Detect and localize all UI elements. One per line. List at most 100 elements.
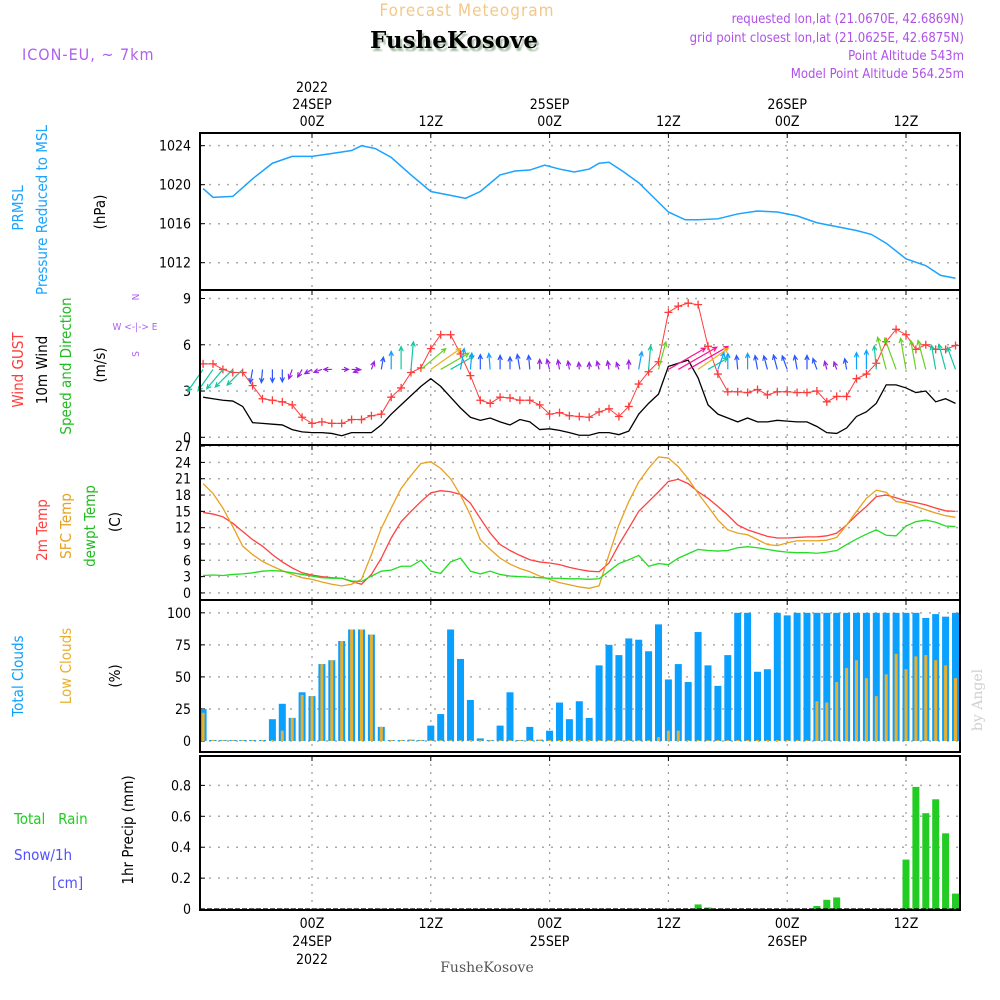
low-cloud-bar <box>805 739 809 741</box>
rain-bar <box>912 786 920 910</box>
wind-arrow-icon <box>908 339 917 370</box>
low-cloud-bar <box>211 739 215 741</box>
gust-marker <box>931 345 940 354</box>
low-cloud-bar <box>815 701 819 741</box>
gust-marker <box>664 308 673 317</box>
low-cloud-bar <box>221 739 225 741</box>
wind-arrow-icon <box>341 366 350 373</box>
model-label: ICON-EU, ~ 7km <box>22 45 155 64</box>
compass-south: S <box>131 351 142 357</box>
total-cloud-bar <box>754 671 761 741</box>
gust-marker <box>862 370 871 379</box>
wind-arrow-icon <box>842 357 849 370</box>
y-tick-label: 3 <box>183 570 191 586</box>
wind-arrow-icon <box>459 347 467 370</box>
total-cloud-bar <box>714 685 722 741</box>
low-cloud-bar <box>419 739 423 741</box>
wind-arrow-icon <box>883 336 897 370</box>
bottom-time-label: 00Z <box>537 916 562 932</box>
low-cloud-bar <box>706 739 710 741</box>
plot-area: 1012101610201024036903691215182124270255… <box>159 80 961 968</box>
low-cloud-bar <box>280 730 284 741</box>
y-tick-label: 0.6 <box>171 809 191 825</box>
wind-arrow-icon <box>398 345 404 370</box>
gust-marker <box>308 419 316 428</box>
gust-marker <box>763 390 772 399</box>
wind-arrow-icon <box>205 369 224 390</box>
y-tick-label: 1016 <box>159 217 191 233</box>
gust-marker <box>733 387 742 396</box>
y-tick-label: 0 <box>183 430 191 446</box>
rain-bar <box>694 904 702 910</box>
pressure-unit-label: (hPa) <box>91 195 109 230</box>
low-cloud-bar <box>369 634 373 741</box>
footer-station: FusheKosove <box>440 960 534 976</box>
total-cloud-bar <box>605 644 613 741</box>
low-clouds-label: Low Clouds <box>57 628 75 704</box>
point-altitude-text: Point Altitude 543m <box>848 49 964 64</box>
wind-arrow-icon <box>744 352 751 370</box>
gust-marker <box>525 396 534 405</box>
wind-arrow-icon <box>214 369 234 388</box>
low-cloud-bar <box>538 739 542 741</box>
low-cloud-bar <box>765 739 769 741</box>
low-cloud-bar <box>389 739 393 741</box>
precip-unit-label: 1hr Precip (mm) <box>119 775 137 884</box>
total-cloud-bar <box>704 665 712 741</box>
total-cloud-bar <box>823 612 831 741</box>
wind-arrow-icon <box>555 358 562 370</box>
gust-marker <box>674 302 683 311</box>
panel-0: 1012 1016 1020 1024 <box>159 133 960 290</box>
low-cloud-bar <box>607 739 611 741</box>
gust-marker <box>634 380 643 389</box>
total-cloud-bar <box>694 632 702 741</box>
low-cloud-bar <box>379 726 383 741</box>
y-tick-label: 18 <box>175 488 191 504</box>
wind-arrow-icon <box>804 354 810 370</box>
gust-marker <box>902 330 910 339</box>
total-rain-label: Total Rain <box>13 810 88 828</box>
wind-arrow-icon <box>717 351 726 370</box>
wind-arrow-icon <box>832 360 838 370</box>
low-cloud-bar <box>864 678 868 741</box>
low-cloud-bar <box>290 717 294 741</box>
wind-arrow-icon <box>486 352 492 370</box>
total-cloud-bar <box>773 612 781 741</box>
gust-marker <box>842 392 851 401</box>
compass-icon: N W <-|-> E S <box>113 294 158 357</box>
gust-marker <box>446 330 455 339</box>
model-altitude-text: Model Point Altitude 564.25m <box>791 67 964 82</box>
low-cloud-bar <box>340 641 344 741</box>
low-cloud-bar <box>666 730 670 741</box>
total-cloud-bar <box>427 725 435 741</box>
y-tick-label: 1012 <box>159 256 191 272</box>
low-cloud-bar <box>320 664 324 741</box>
y-tick-label: 75 <box>175 638 191 654</box>
panel-4: 0 0.2 0.4 0.6 0.8 <box>171 756 960 918</box>
total-cloud-bar <box>763 669 771 741</box>
total-cloud-bar <box>615 655 623 741</box>
gust-marker <box>535 400 544 409</box>
panel-1: 0 3 6 9 <box>183 290 960 446</box>
low-cloud-bar <box>399 739 403 741</box>
wind-unit-label: (m/s) <box>91 347 109 382</box>
sfc-temp-label: SFC Temp <box>57 493 75 559</box>
low-cloud-bar <box>201 712 205 741</box>
low-cloud-bar <box>251 739 255 741</box>
wind-arrow-icon <box>595 359 601 370</box>
clouds-unit-label: (%) <box>106 664 124 687</box>
snow-label: Snow/1h <box>14 846 72 864</box>
wind-arrow-icon <box>678 346 718 370</box>
low-cloud-bar <box>587 739 591 741</box>
low-cloud-bar <box>518 739 522 741</box>
gust-marker <box>684 299 693 308</box>
low-cloud-bar <box>617 739 621 741</box>
gust-marker <box>278 397 287 406</box>
wind-arrow-icon <box>734 354 740 370</box>
low-cloud-bar <box>775 739 779 741</box>
low-cloud-bar <box>627 739 631 741</box>
sfc-temp-line <box>202 456 956 589</box>
snow-unit-label: [cm] <box>52 874 83 892</box>
total-cloud-bar <box>684 682 692 741</box>
gust-marker <box>921 340 930 349</box>
